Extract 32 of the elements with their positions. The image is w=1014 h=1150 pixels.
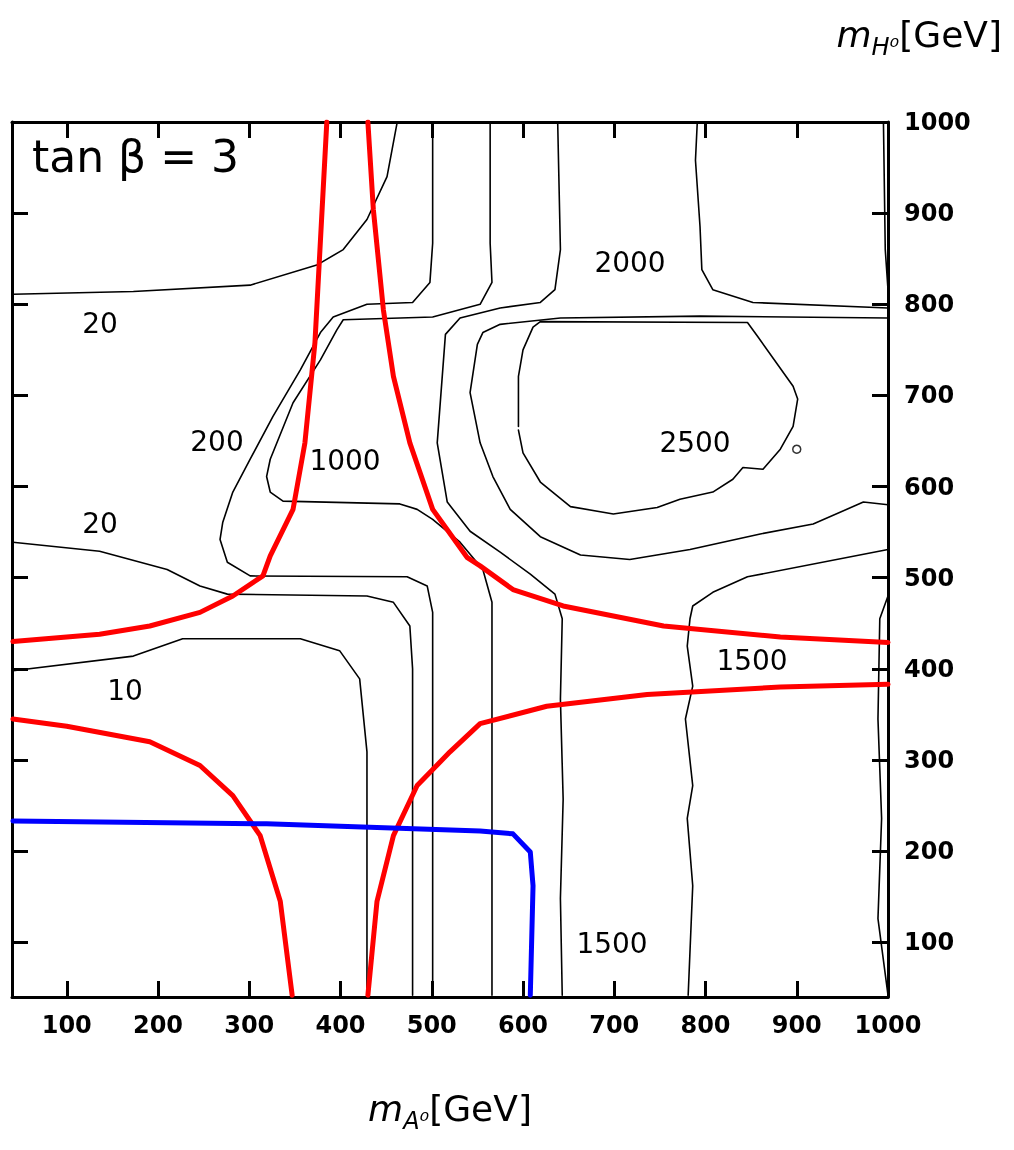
annotation: 20 (82, 306, 118, 340)
y-axis-title: m$_{H⁰}$[GeV] (836, 14, 1002, 62)
x-tick-label: 600 (497, 1011, 549, 1039)
y-tick-label: 900 (904, 199, 955, 228)
x-tick-label: 100 (41, 1011, 92, 1039)
y-tick-label: 700 (904, 381, 955, 410)
annotation: 2500 (659, 425, 731, 459)
annotation: tan β = 3 (32, 130, 240, 182)
x-tick-label: 900 (771, 1011, 822, 1039)
x-tick-label: 700 (589, 1011, 640, 1039)
y-tick-label: 300 (904, 746, 955, 775)
y-tick-label: 400 (904, 654, 955, 683)
y-tick-label: 500 (904, 563, 955, 592)
annotation: 20 (82, 506, 118, 540)
x-tick-label: 300 (224, 1011, 275, 1039)
x-tick-label: 200 (132, 1011, 184, 1039)
x-tick-label: 500 (406, 1011, 457, 1039)
y-tick-label: 100 (904, 928, 955, 957)
y-tick-label: 600 (904, 472, 955, 501)
annotation: 10 (107, 673, 143, 707)
y-tick-label: 1000 (904, 108, 971, 136)
annotation: 1000 (309, 443, 381, 477)
y-tick-label: 800 (904, 290, 955, 319)
x-tick-label: 800 (680, 1011, 731, 1039)
y-tick-label: 200 (904, 837, 955, 866)
x-axis-title: m$_{A⁰}$[GeV] (367, 1088, 533, 1136)
annotation: 2000 (594, 245, 666, 279)
x-tick-label: 1000 (854, 1011, 922, 1039)
annotation: 1500 (716, 643, 788, 677)
x-tick-label: 400 (315, 1011, 366, 1039)
annotation: 200 (190, 424, 244, 458)
annotation: 1500 (576, 926, 648, 960)
